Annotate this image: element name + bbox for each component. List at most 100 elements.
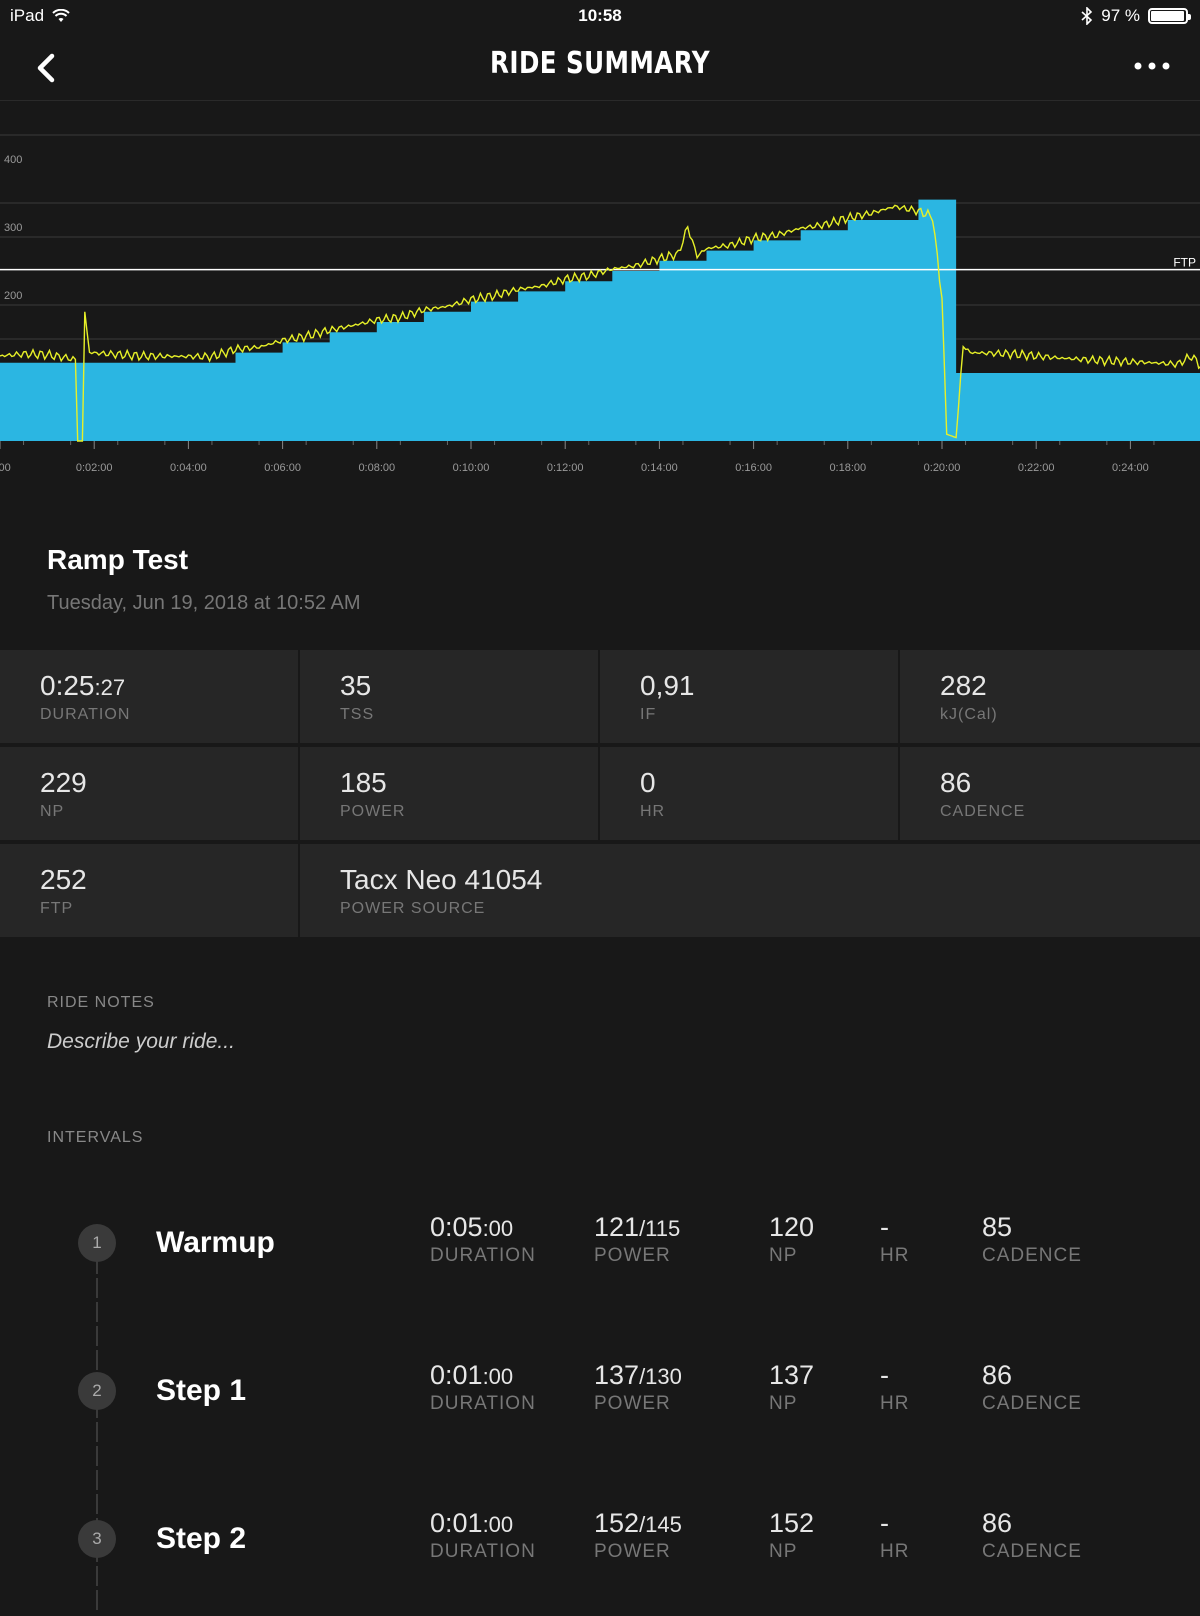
stat-cadence-label: CADENCE (940, 803, 1026, 820)
interval-power-value: 152 (594, 1508, 640, 1538)
interval-hr: - HR (880, 1212, 909, 1267)
stat-duration-value: 0:25 (40, 670, 95, 701)
x-tick-label: 0:20:00 (924, 462, 961, 474)
stat-if: 0,91 IF (600, 650, 898, 743)
interval-hr-label: HR (880, 1393, 910, 1414)
interval-cadence-label: CADENCE (982, 1245, 1082, 1266)
x-tick-label: 0:18:00 (829, 462, 866, 474)
interval-name: Warmup (156, 1226, 275, 1259)
interval-hr-value: - (880, 1212, 889, 1242)
stat-power: 185 POWER (300, 747, 598, 840)
interval-duration-label: DURATION (430, 1541, 536, 1562)
stat-power-label: POWER (340, 803, 406, 820)
interval-power-value: 137 (594, 1360, 640, 1390)
battery-icon (1148, 8, 1191, 24)
bluetooth-icon (1081, 7, 1093, 25)
stat-if-label: IF (640, 706, 657, 723)
interval-np-label: NP (769, 1393, 798, 1414)
ride-notes-label: RIDE NOTES (47, 994, 155, 1011)
y-tick-label: 400 (4, 154, 22, 166)
interval-power: 121/115 POWER (594, 1212, 680, 1267)
interval-number-badge: 1 (78, 1224, 116, 1262)
intervals-list: 1 Warmup 0:05:00 DURATION 121/115 POWER … (0, 1170, 1200, 1610)
interval-hr-label: HR (880, 1541, 910, 1562)
x-tick-label: 0:16:00 (735, 462, 772, 474)
interval-duration-value: 0:01 (430, 1360, 483, 1390)
interval-np-value: 152 (769, 1508, 815, 1538)
stat-hr-value: 0 (640, 767, 656, 798)
interval-duration-value: 0:05 (430, 1212, 483, 1242)
interval-power-value: 121 (594, 1212, 640, 1242)
x-tick-label: 0:14:00 (641, 462, 678, 474)
interval-row[interactable]: 1 Warmup 0:05:00 DURATION 121/115 POWER … (0, 1200, 1200, 1320)
more-options-icon[interactable] (1132, 56, 1172, 76)
stat-duration-seconds: :27 (94, 675, 126, 700)
interval-duration-label: DURATION (430, 1245, 536, 1266)
back-chevron-icon[interactable] (30, 50, 66, 86)
interval-np-value: 120 (769, 1212, 815, 1242)
intervals-label: INTERVALS (47, 1129, 144, 1146)
stat-tss: 35 TSS (300, 650, 598, 743)
interval-np: 152 NP (769, 1508, 814, 1563)
stat-tss-value: 35 (340, 670, 372, 701)
interval-hr-value: - (880, 1508, 889, 1538)
stat-duration-label: DURATION (40, 706, 131, 723)
interval-hr: - HR (880, 1508, 909, 1563)
workout-date: Tuesday, Jun 19, 2018 at 10:52 AM (47, 592, 361, 614)
power-chart: 400 300 200 FTP 0:00 0:02:00 0:04:00 0:06:00 0:0… (0, 134, 1200, 474)
interval-duration-seconds: :00 (482, 1512, 514, 1537)
stat-hr: 0 HR (600, 747, 898, 840)
interval-np: 137 NP (769, 1360, 814, 1415)
stat-power-source[interactable]: Tacx Neo 41054 POWER SOURCE (300, 844, 1200, 937)
x-tick-label: 0:10:00 (453, 462, 490, 474)
interval-name: Step 1 (156, 1374, 247, 1407)
x-tick-label: 0:08:00 (358, 462, 395, 474)
stat-power-source-label: POWER SOURCE (340, 900, 486, 917)
interval-hr: - HR (880, 1360, 909, 1415)
x-tick-label: 0:00 (0, 462, 11, 474)
device-name: iPad (10, 6, 45, 25)
x-tick-label: 0:12:00 (547, 462, 584, 474)
interval-hr-value: - (880, 1360, 889, 1390)
stats-grid: 0:25:27 DURATION 35 TSS 0,91 IF 282 kJ(C… (0, 650, 1200, 938)
interval-cadence-label: CADENCE (982, 1393, 1082, 1414)
workout-name: Ramp Test (47, 544, 189, 575)
interval-power-label: POWER (594, 1541, 671, 1562)
stat-hr-label: HR (640, 803, 666, 820)
stat-power-value: 185 (340, 767, 387, 798)
page-title: RIDE SUMMARY (490, 46, 710, 81)
interval-power-target: /145 (639, 1512, 682, 1537)
stat-np-value: 229 (40, 767, 87, 798)
interval-row[interactable]: 3 Step 2 0:01:00 DURATION 152/145 POWER … (0, 1496, 1200, 1616)
actual-power-line (0, 204, 1200, 442)
interval-duration-value: 0:01 (430, 1508, 483, 1538)
interval-np: 120 NP (769, 1212, 814, 1267)
stat-kj: 282 kJ(Cal) (900, 650, 1200, 743)
x-tick-label: 0:22:00 (1018, 462, 1055, 474)
interval-cadence: 85 CADENCE (982, 1212, 1082, 1267)
interval-cadence-label: CADENCE (982, 1541, 1082, 1562)
stat-ftp-value: 252 (40, 864, 87, 895)
interval-duration-seconds: :00 (482, 1364, 514, 1389)
stat-power-source-value: Tacx Neo 41054 (340, 864, 543, 895)
interval-cadence: 86 CADENCE (982, 1360, 1082, 1415)
stat-ftp: 252 FTP (0, 844, 298, 937)
interval-np-value: 137 (769, 1360, 815, 1390)
y-tick-label: 300 (4, 222, 22, 234)
ride-notes-input[interactable]: Describe your ride... (47, 1030, 235, 1053)
interval-power: 152/145 POWER (594, 1508, 682, 1563)
interval-duration: 0:01:00 DURATION (430, 1508, 536, 1563)
interval-cadence: 86 CADENCE (982, 1508, 1082, 1563)
interval-cadence-value: 86 (982, 1360, 1013, 1390)
interval-number-badge: 3 (78, 1520, 116, 1558)
status-bar: iPad 10:58 97 % (0, 0, 1200, 34)
interval-timeline (96, 1230, 98, 1610)
nav-bar: RIDE SUMMARY (0, 34, 1200, 101)
x-tick-label: 0:04:00 (170, 462, 207, 474)
interval-row[interactable]: 2 Step 1 0:01:00 DURATION 137/130 POWER … (0, 1348, 1200, 1468)
interval-np-label: NP (769, 1245, 798, 1266)
interval-duration: 0:05:00 DURATION (430, 1212, 536, 1267)
interval-duration-seconds: :00 (482, 1216, 514, 1241)
stat-duration: 0:25:27 DURATION (0, 650, 298, 743)
interval-cadence-value: 86 (982, 1508, 1013, 1538)
